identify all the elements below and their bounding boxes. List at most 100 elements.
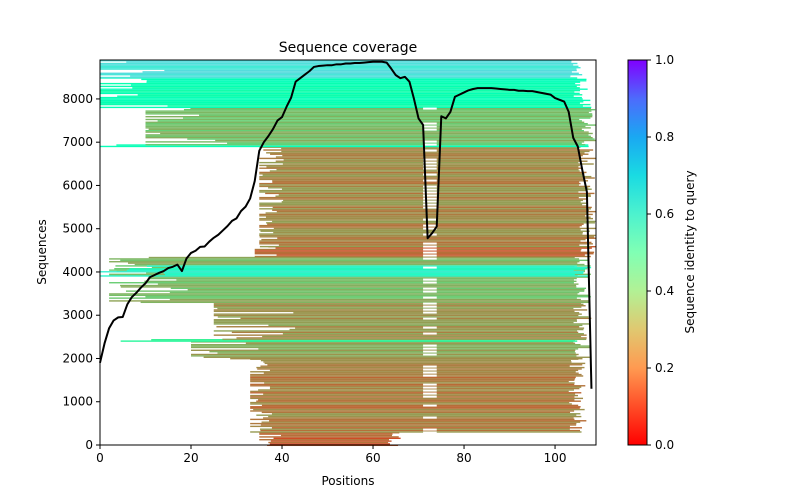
sequence-row — [240, 317, 592, 320]
sequence-row — [268, 441, 389, 444]
gap-mark — [423, 242, 437, 245]
sequence-row — [289, 328, 584, 331]
sequence-row — [145, 134, 589, 136]
gap-mark — [423, 326, 437, 329]
sequence-row — [145, 111, 589, 114]
sequence-row — [250, 418, 575, 421]
gap-mark — [423, 203, 437, 206]
gap-mark — [423, 332, 437, 335]
sequence-row — [250, 394, 579, 397]
sequence-row — [250, 375, 584, 377]
gap-mark — [423, 185, 437, 188]
sequence-row — [146, 80, 587, 82]
sequence-row — [268, 324, 583, 327]
gap-mark — [423, 125, 437, 128]
sequence-row — [100, 92, 580, 95]
sequence-row — [250, 406, 581, 408]
sequence-row — [259, 436, 399, 438]
band-0 — [259, 432, 401, 447]
sequence-row — [120, 340, 578, 342]
sequence-row — [120, 284, 577, 287]
sequence-row — [259, 157, 596, 160]
sequence-row — [168, 266, 592, 269]
sequence-row — [213, 314, 579, 317]
gap-mark — [423, 440, 437, 443]
sequence-row — [100, 106, 592, 109]
sequence-row — [257, 368, 582, 370]
sequence-row — [262, 335, 582, 338]
coverage-line-layer — [99, 60, 593, 389]
sequence-row — [213, 319, 577, 321]
sequence-row — [259, 224, 582, 227]
sequence-row — [259, 191, 579, 193]
gap-mark — [423, 194, 437, 197]
gap-mark — [423, 368, 437, 371]
sequence-row — [100, 76, 570, 79]
sequence-row — [250, 407, 580, 409]
sequence-row — [271, 427, 582, 429]
sequence-row — [100, 275, 589, 277]
gap-mark — [423, 365, 437, 368]
sequence-row — [144, 280, 577, 283]
gap-mark — [423, 386, 437, 389]
sequence-row — [187, 138, 595, 140]
sequence-row — [203, 356, 590, 358]
sequence-row — [259, 184, 579, 186]
gap-mark — [423, 434, 437, 437]
gap-mark — [423, 158, 437, 161]
sequence-row — [261, 411, 571, 414]
sequence-row — [147, 277, 577, 280]
sequence-row — [157, 120, 582, 122]
sequence-row — [254, 250, 581, 252]
x-tick-label: 0 — [96, 451, 104, 465]
sequence-row — [100, 102, 580, 104]
sequence-row — [266, 222, 595, 224]
sequence-row — [250, 383, 575, 386]
sequence-row — [145, 118, 580, 121]
sequence-row — [282, 163, 594, 165]
sequence-row — [148, 276, 589, 278]
colorbar-label: Sequence identity to query — [683, 170, 697, 333]
sequence-row — [100, 96, 582, 99]
sequence-row — [157, 283, 579, 285]
sequence-row — [263, 393, 576, 395]
colorbar — [627, 59, 648, 446]
sequence-row — [250, 380, 569, 383]
sequence-row — [100, 67, 581, 69]
gap-mark — [423, 140, 437, 143]
sequence-row — [256, 414, 577, 416]
sequence-row — [250, 378, 576, 380]
gap-mark — [423, 266, 437, 269]
sequence-row — [281, 188, 592, 190]
sequence-row — [109, 282, 574, 284]
sequence-row — [259, 241, 592, 244]
gap-mark — [423, 200, 437, 203]
sequence-row — [263, 361, 572, 363]
sequence-row — [268, 187, 589, 189]
sequence-row — [213, 303, 584, 306]
sequence-row — [259, 167, 583, 169]
sequence-row — [259, 439, 390, 441]
gap-mark — [423, 287, 437, 290]
sequence-row — [254, 255, 591, 258]
sequence-row — [148, 256, 575, 259]
gap-mark — [423, 257, 437, 260]
band-12 — [100, 60, 583, 79]
gap-mark — [423, 305, 437, 308]
colorbar-tick-label: 0.8 — [655, 130, 674, 144]
sequence-row — [183, 117, 591, 119]
sequence-row — [267, 223, 584, 225]
sequence-row — [145, 121, 585, 123]
sequence-row — [260, 424, 577, 426]
sequence-row — [129, 268, 586, 270]
gap-mark — [423, 350, 437, 353]
sequence-row — [145, 115, 593, 118]
x-tick-label: 20 — [183, 451, 198, 465]
sequence-row — [100, 145, 589, 148]
sequence-row — [137, 94, 583, 96]
sequence-row — [259, 208, 591, 210]
sequence-row — [259, 177, 595, 179]
gap-mark — [423, 347, 437, 350]
sequence-row — [145, 129, 584, 132]
